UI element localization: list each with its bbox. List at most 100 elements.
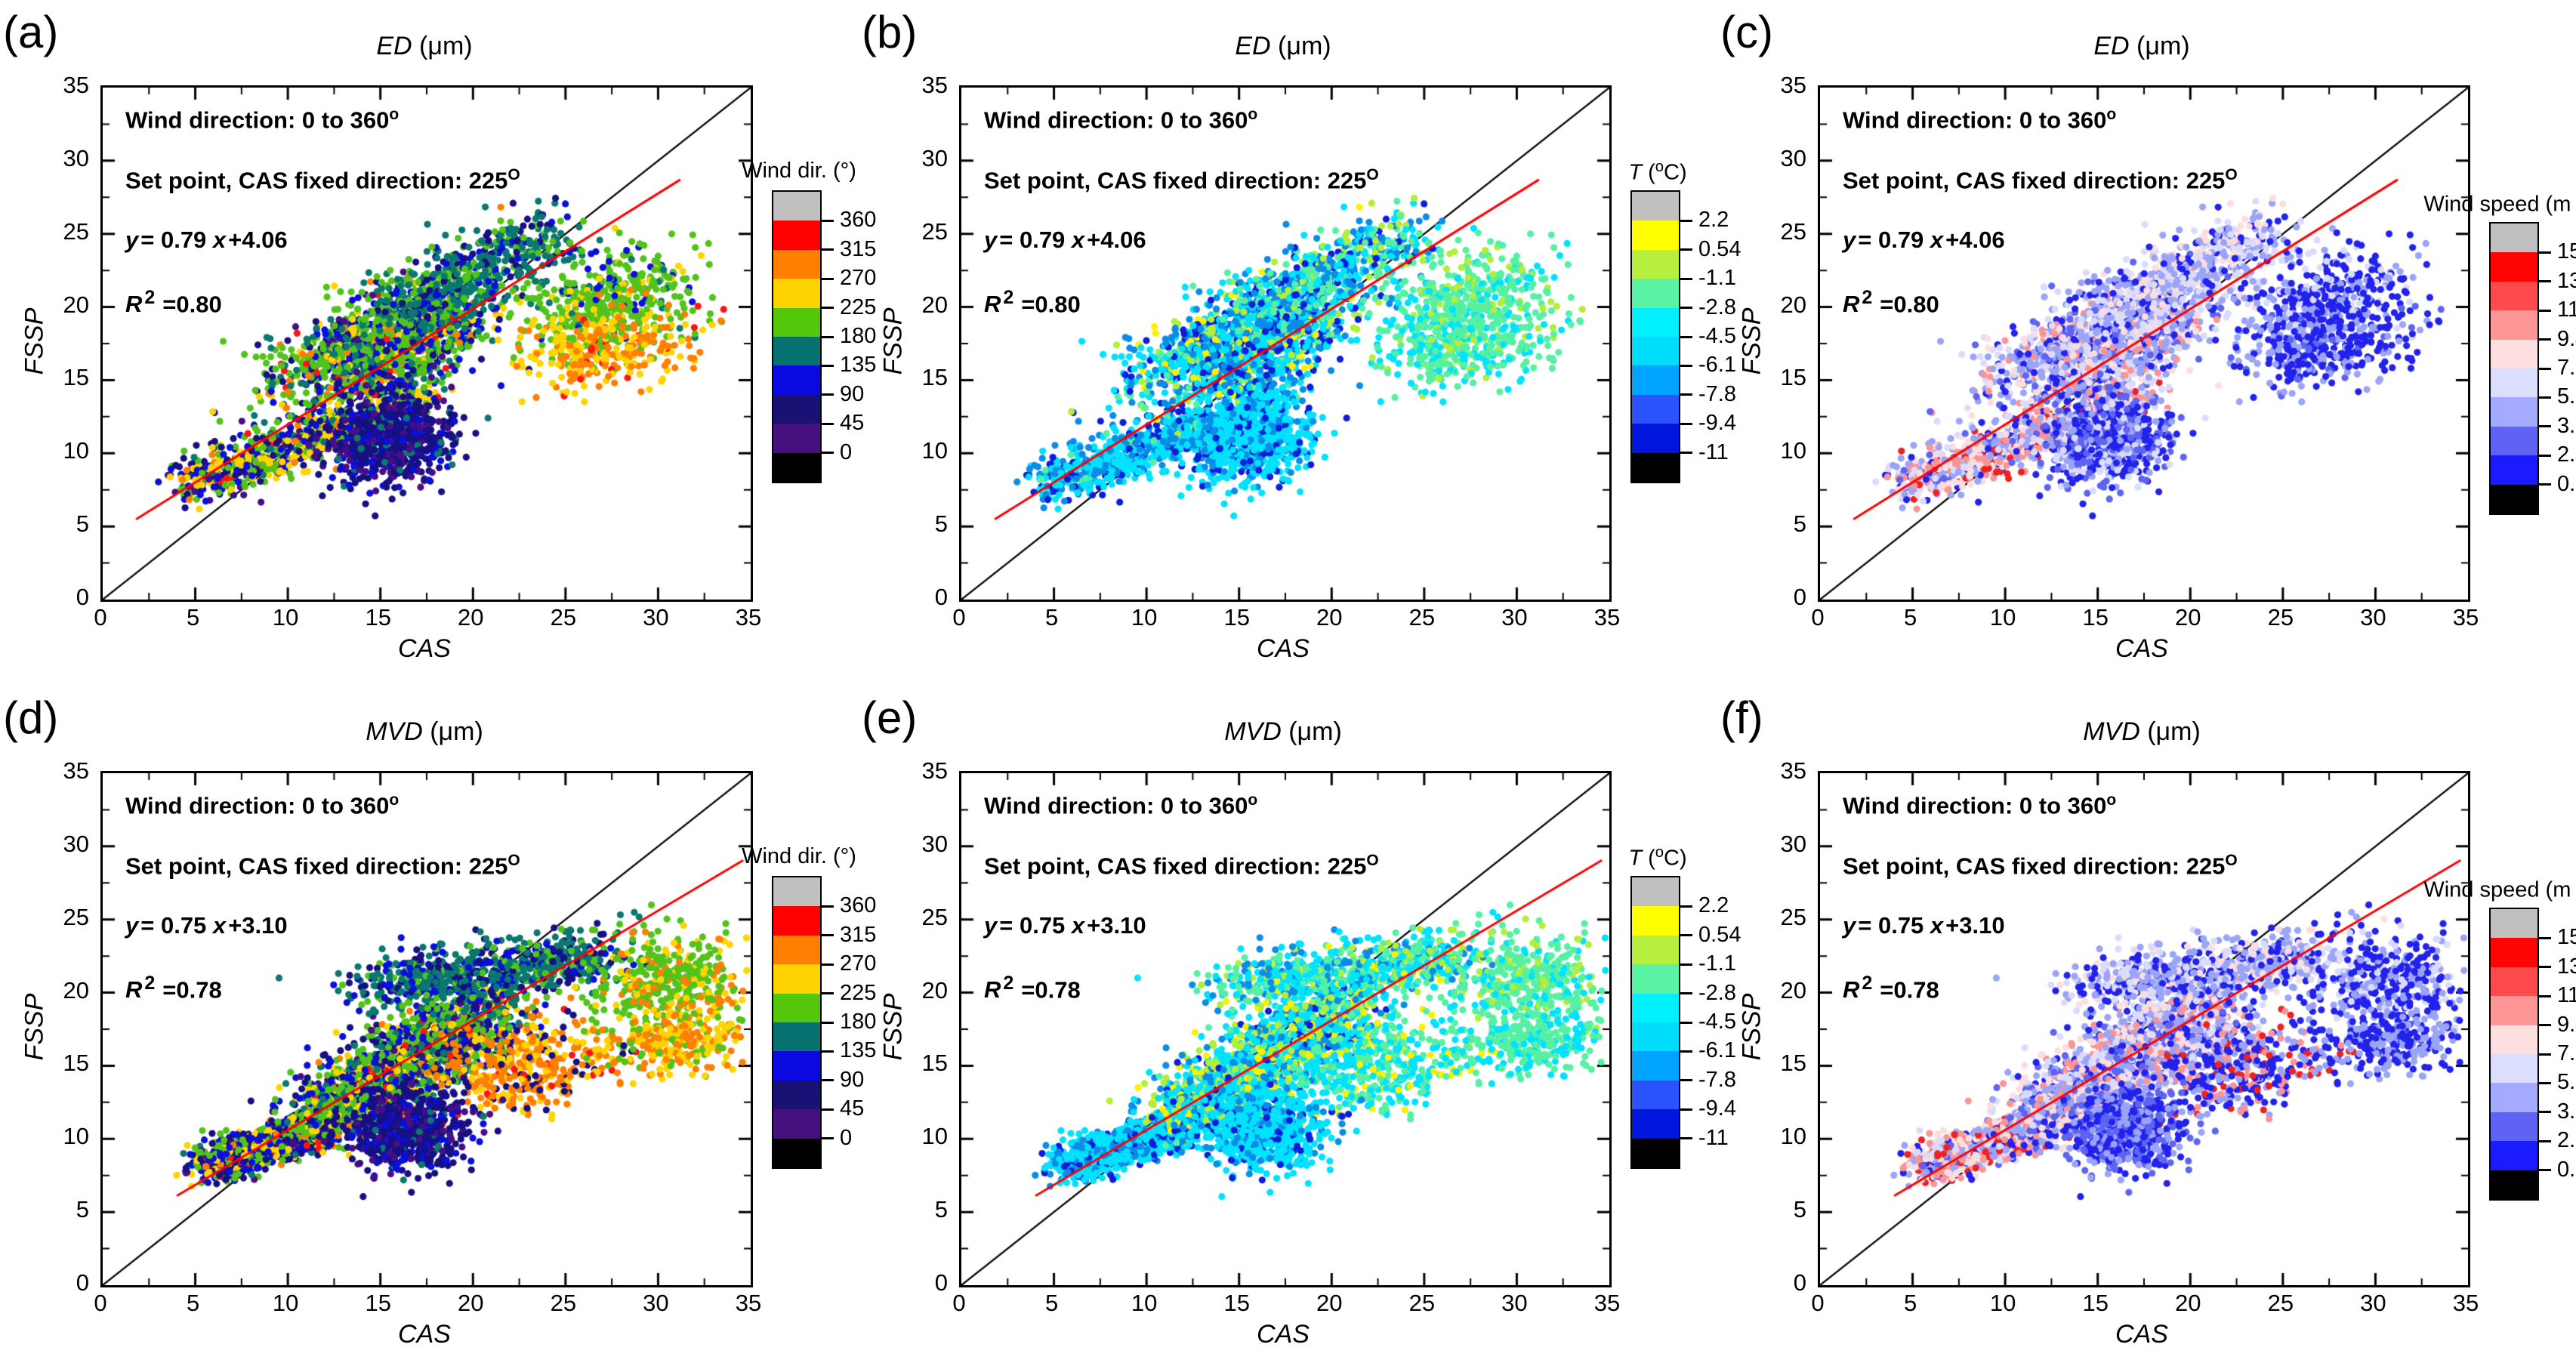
colorbar-tick <box>2539 251 2551 254</box>
y-tick-label: 30 <box>63 830 89 857</box>
colorbar-segment <box>773 1022 820 1052</box>
colorbar-tick-label: 9.4 <box>2557 326 2576 351</box>
colorbar-tick <box>822 1079 834 1082</box>
colorbar-tick <box>822 905 834 908</box>
colorbar-segment <box>2491 967 2537 997</box>
y-tick-label: 5 <box>76 1196 89 1223</box>
colorbar-title-part: C) <box>1664 846 1687 871</box>
colorbar-tick <box>1680 393 1692 396</box>
x-tick-label: 10 <box>1989 604 2016 631</box>
colorbar-segment <box>2491 252 2537 282</box>
annotations: Wind direction: 0 to 360o Set point, CAS… <box>125 106 520 347</box>
annotation-wind-range: Wind direction: 0 to 360o <box>1843 106 2117 134</box>
annotation-setpoint: Set point, CAS fixed direction: 225O <box>125 166 520 194</box>
plot-title-unit: (μm) <box>422 717 483 746</box>
panel-e: (e) MVD (μm) FSSP CAS Wind direction: 0 … <box>859 686 1741 1371</box>
x-tick-label: 0 <box>952 604 966 631</box>
plot-title: MVD (μm) <box>959 717 1607 747</box>
colorbar-tick <box>822 277 834 280</box>
x-tick-label: 25 <box>550 1290 577 1316</box>
x-tick-label: 35 <box>2452 604 2479 631</box>
x-tick-label: 35 <box>1593 604 1621 631</box>
x-tick-label: 10 <box>272 1290 299 1316</box>
scatter-canvas <box>1820 88 2468 600</box>
colorbar-tick-label: 270 <box>840 266 877 291</box>
y-tick-label: 30 <box>63 144 89 171</box>
y-tick-label: 10 <box>63 437 89 464</box>
colorbar-segment <box>773 192 820 221</box>
x-tick-label: 0 <box>1811 604 1825 631</box>
y-tick-label: 5 <box>1793 1196 1806 1223</box>
x-tick-label: 0 <box>94 1290 107 1316</box>
x-tick-label: 25 <box>2267 1290 2294 1316</box>
colorbar <box>2489 908 2539 1201</box>
x-tick-label: 30 <box>643 1290 669 1316</box>
plot-title-unit: (μm) <box>2139 717 2201 746</box>
colorbar-tick <box>2539 454 2551 457</box>
colorbar-tick <box>2539 936 2551 939</box>
colorbar-segment <box>1632 993 1679 1022</box>
colorbar-segment <box>773 906 820 936</box>
panel-a: (a) ED (μm) FSSP CAS Wind direction: 0 t… <box>0 0 876 686</box>
colorbar-tick <box>1680 364 1692 367</box>
colorbar-segment <box>1632 1109 1679 1139</box>
colorbar-segment <box>773 336 820 366</box>
y-tick-label: 30 <box>1780 830 1806 857</box>
colorbar-tick-label: 360 <box>840 208 877 233</box>
colorbar-tick <box>1680 1021 1692 1024</box>
annotation-fit-equation: y= 0.75 x+3.10 <box>125 912 288 939</box>
panel-label: (a) <box>3 7 59 57</box>
x-tick-label: 30 <box>2360 604 2386 631</box>
colorbar-tick-label: -7.8 <box>1698 1067 1736 1092</box>
plot-title-variable: ED <box>376 32 412 60</box>
colorbar-segment <box>1632 336 1679 366</box>
colorbar-tick <box>1680 219 1692 222</box>
colorbar-title-part: o <box>1655 159 1664 175</box>
colorbar-segment <box>1632 935 1679 965</box>
annotation-r-squared: R 2 =0.78 <box>984 973 1081 1004</box>
x-tick-label: 35 <box>735 604 762 631</box>
x-tick-label: 35 <box>2452 1290 2479 1316</box>
colorbar-tick <box>2539 309 2551 312</box>
colorbar-tick-label: 45 <box>840 1096 865 1121</box>
colorbar-tick-label: 5.7 <box>2557 1070 2576 1095</box>
annotations: Wind direction: 0 to 360o Set point, CAS… <box>984 791 1379 1033</box>
colorbar-tick <box>1680 963 1692 966</box>
colorbar-tick <box>1680 1050 1692 1053</box>
x-tick-label: 5 <box>1903 1290 1917 1316</box>
y-tick-label: 30 <box>1780 144 1806 171</box>
colorbar-segment <box>2491 1170 2537 1199</box>
colorbar-title: T (oC) <box>1628 844 1686 871</box>
colorbar-segment <box>773 964 820 994</box>
colorbar-tick <box>1680 905 1692 908</box>
annotation-r-squared: R 2 =0.80 <box>984 287 1081 318</box>
colorbar-tick-label: 135 <box>840 353 877 378</box>
colorbar-tick <box>2539 483 2551 486</box>
x-tick-label: 30 <box>1501 1290 1528 1316</box>
x-tick-label: 15 <box>2082 604 2109 631</box>
y-tick-label: 25 <box>1780 217 1806 245</box>
colorbar-tick-label: 90 <box>840 381 865 406</box>
y-tick-label: 15 <box>63 1050 89 1077</box>
colorbar-segment <box>1632 307 1679 337</box>
colorbar-tick-label: 0.54 <box>1698 236 1741 261</box>
colorbar-tick-label: 0.25 <box>2557 1157 2576 1182</box>
y-tick-label: 10 <box>1780 437 1806 464</box>
colorbar-tick-label: 0.25 <box>2557 471 2576 496</box>
colorbar-tick-label: 15 <box>2557 239 2576 264</box>
colorbar-segment <box>773 307 820 337</box>
colorbar-tick <box>1680 1137 1692 1140</box>
x-tick-label: 25 <box>1408 1290 1436 1316</box>
colorbar-segment <box>2491 339 2537 368</box>
x-tick-label: 5 <box>1044 1290 1059 1316</box>
colorbar-segment <box>1632 394 1679 424</box>
colorbar-segment <box>2491 1053 2537 1084</box>
x-tick-label: 25 <box>550 604 577 631</box>
colorbar-tick-label: 2.1 <box>2557 442 2576 467</box>
x-tick-label: 5 <box>186 1290 200 1316</box>
plot-title-unit: (μm) <box>2129 32 2190 60</box>
colorbar-segment <box>2491 1141 2537 1170</box>
scatter-canvas <box>103 773 751 1285</box>
colorbar-tick <box>822 934 834 937</box>
colorbar-tick <box>2539 966 2551 969</box>
